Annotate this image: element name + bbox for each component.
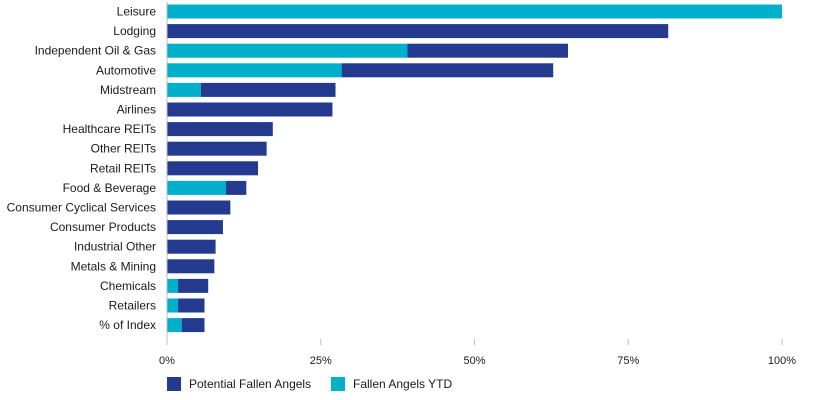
category-label: Airlines (117, 103, 156, 117)
category-label: Other REITs (91, 142, 156, 156)
category-label: Industrial Other (74, 240, 156, 254)
x-tick-label: 25% (310, 355, 332, 367)
bar-potential-fallen-angels-consumer-cyclical-services (167, 200, 231, 215)
legend-swatch-fallen-angels-ytd (331, 377, 345, 391)
category-label: Retail REITs (90, 161, 156, 175)
bar-fallen-angels-ytd-retailers (167, 298, 179, 313)
bar-potential-fallen-angels-independent-oil-and-gas (407, 43, 568, 58)
category-label: Retailers (109, 299, 156, 313)
bar-potential-fallen-angels-consumer-products (167, 220, 223, 235)
category-label: Automotive (96, 63, 156, 77)
bar-fallen-angels-ytd-automotive (167, 63, 342, 78)
category-label: Chemicals (100, 279, 156, 293)
category-label: Consumer Cyclical Services (7, 201, 156, 215)
bar-potential-fallen-angels-airlines (167, 102, 333, 117)
category-label: Independent Oil & Gas (35, 44, 156, 58)
x-tick-label: 100% (768, 355, 796, 367)
category-label: Consumer Products (50, 220, 156, 234)
bar-fallen-angels-ytd-independent-oil-and-gas (167, 43, 408, 58)
category-label: % of Index (99, 318, 156, 332)
bar-potential-fallen-angels-industrial-other (167, 239, 216, 254)
category-labels: Leisure Lodging Independent Oil & Gas Autom… (7, 5, 157, 333)
bars-group (167, 4, 782, 333)
bar-potential-fallen-angels-retail-reits (167, 161, 259, 176)
x-tick-label: 75% (617, 355, 639, 367)
bar-potential-fallen-angels-other-reits (167, 141, 267, 156)
bar-potential-fallen-angels-retailers (178, 298, 205, 313)
category-label: Leisure (117, 5, 157, 19)
legend-label-fallen-angels-ytd: Fallen Angels YTD (353, 377, 452, 391)
bar-fallen-angels-ytd-leisure (167, 4, 782, 19)
x-tick-label: 0% (159, 355, 175, 367)
x-tick-label: 50% (463, 355, 485, 367)
bar-fallen-angels-ytd-chemicals (167, 278, 179, 293)
bar-potential-fallen-angels-healthcare-reits (167, 122, 273, 137)
bar-fallen-angels-ytd-food-and-beverage (167, 180, 227, 195)
bar-potential-fallen-angels-metals-and-mining (167, 259, 215, 274)
legend: Potential Fallen Angels Fallen Angels YTD (167, 377, 452, 391)
bar-fallen-angels-ytd-pct-of-index (167, 318, 182, 333)
legend-swatch-potential-fallen-angels (167, 377, 181, 391)
x-axis-ticks: 0% 25% 50% 75% 100% (159, 339, 796, 367)
bar-potential-fallen-angels-midstream (200, 82, 336, 97)
legend-label-potential-fallen-angels: Potential Fallen Angels (189, 377, 311, 391)
bar-potential-fallen-angels-food-and-beverage (226, 180, 247, 195)
category-label: Healthcare REITs (63, 122, 156, 136)
category-label: Food & Beverage (63, 181, 157, 195)
bar-potential-fallen-angels-chemicals (178, 278, 209, 293)
category-label: Lodging (113, 24, 156, 38)
bar-potential-fallen-angels-automotive (341, 63, 554, 78)
category-label: Midstream (100, 83, 156, 97)
bar-potential-fallen-angels-lodging (167, 24, 669, 39)
bar-potential-fallen-angels-pct-of-index (181, 318, 205, 333)
category-label: Metals & Mining (71, 259, 156, 273)
bar-fallen-angels-ytd-midstream (167, 82, 201, 97)
